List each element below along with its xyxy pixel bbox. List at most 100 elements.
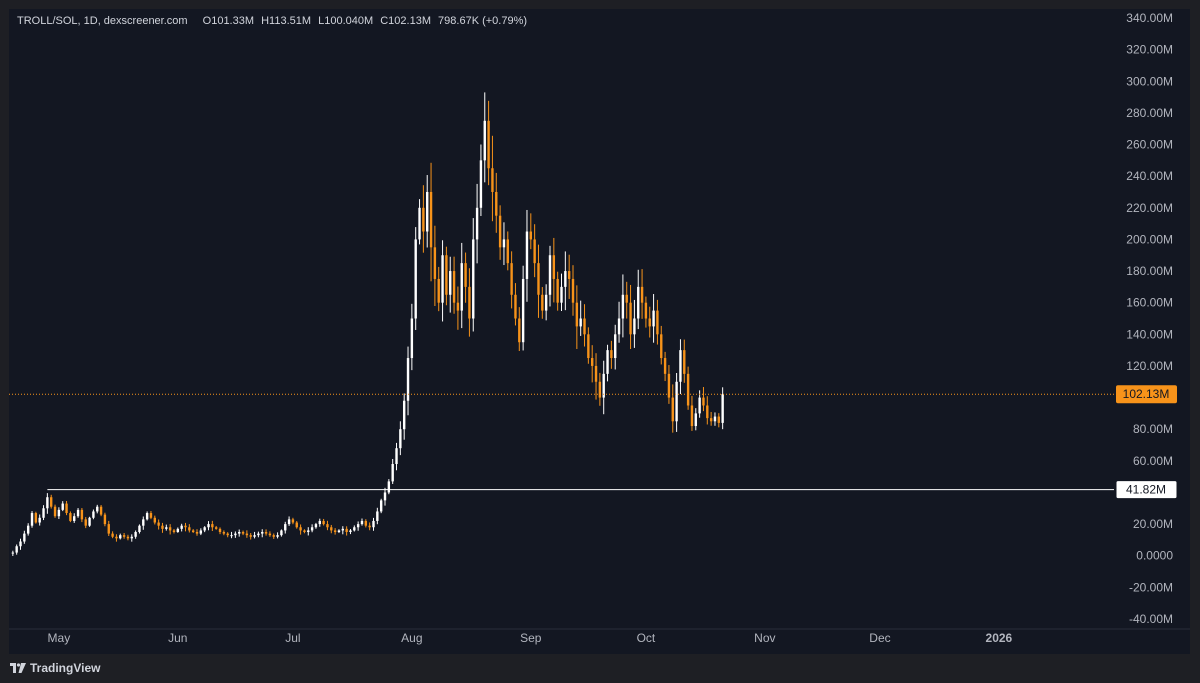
down-candle — [422, 185, 425, 253]
y-tick-label: 300.00M — [1126, 74, 1173, 88]
up-candle — [475, 183, 479, 264]
candle-body — [303, 530, 306, 533]
symbol-title: TROLL/SOL, 1D, dexscreener.com — [17, 15, 188, 27]
last-price-label: 102.13M — [1123, 387, 1170, 401]
candle-body — [387, 481, 391, 493]
up-candle — [61, 501, 64, 512]
candle-body — [472, 239, 475, 319]
down-candle — [168, 524, 172, 535]
down-candle — [533, 224, 536, 278]
candle-body — [633, 318, 636, 335]
down-candle — [468, 268, 471, 337]
up-candle — [614, 324, 617, 370]
candle-body — [399, 429, 402, 449]
up-candle — [460, 242, 463, 329]
y-tick-label: 160.00M — [1126, 296, 1173, 310]
candle-body — [437, 278, 440, 303]
down-candle — [364, 519, 368, 528]
x-tick-label: Sep — [520, 631, 542, 645]
up-candle — [203, 526, 206, 533]
up-candle — [441, 240, 444, 322]
down-candle — [571, 265, 575, 316]
up-candle — [19, 538, 22, 550]
up-candle — [414, 227, 417, 330]
candle-body — [621, 294, 625, 319]
down-candle — [107, 520, 110, 537]
down-candle — [34, 511, 38, 524]
chart-area[interactable]: 41.82M 102.13M 340.00M 320.00M 300.00M 280.0… — [9, 9, 1190, 654]
down-candle — [222, 530, 226, 536]
down-candle — [111, 531, 114, 539]
up-candle — [353, 525, 356, 532]
candle-body — [468, 286, 471, 319]
down-candle — [299, 524, 302, 535]
up-candle — [257, 531, 260, 538]
candle-body — [203, 527, 206, 531]
down-candle — [368, 522, 371, 531]
y-tick-label: 140.00M — [1126, 327, 1173, 341]
candle-body — [713, 416, 717, 422]
down-candle — [702, 387, 705, 412]
candle-body — [103, 514, 107, 525]
down-candle — [50, 494, 53, 509]
down-candle — [149, 510, 153, 520]
candle-body — [422, 207, 425, 232]
candle-body — [644, 302, 648, 319]
up-candle — [637, 269, 640, 330]
candle-body — [253, 535, 256, 537]
candle-body — [406, 358, 410, 401]
down-candle — [575, 285, 579, 350]
up-candle — [88, 516, 91, 527]
candle-body — [418, 207, 421, 240]
candle-body — [475, 207, 479, 240]
y-tick-label: 0.0000 — [1136, 549, 1173, 563]
down-candle — [84, 517, 87, 529]
down-candle — [567, 254, 571, 299]
candle-body — [107, 524, 110, 534]
candle-body — [226, 533, 229, 536]
candle-body — [552, 255, 556, 279]
down-candle — [345, 526, 348, 536]
down-candle — [333, 528, 337, 535]
candle-body — [19, 541, 22, 547]
up-candle — [560, 273, 563, 311]
up-candle — [165, 524, 168, 531]
candle-body — [441, 255, 444, 303]
candle-body — [541, 294, 544, 311]
candle-body — [249, 535, 252, 537]
candle-body — [694, 413, 697, 427]
candle-body — [529, 231, 533, 240]
up-candle — [602, 360, 605, 415]
up-candle — [479, 144, 483, 217]
candle-body — [525, 231, 529, 279]
candle-body — [698, 397, 701, 414]
candle-body — [337, 530, 341, 533]
up-candle — [606, 344, 609, 382]
down-candle — [103, 512, 107, 527]
candle-body — [42, 508, 45, 518]
candle-body — [349, 530, 352, 533]
candle-body — [360, 520, 364, 525]
up-candle — [38, 514, 41, 526]
up-candle — [372, 517, 375, 531]
up-candle — [42, 505, 45, 521]
up-candle — [564, 251, 567, 311]
candle-body — [614, 334, 617, 359]
candle-body — [717, 416, 721, 423]
up-candle — [449, 256, 452, 313]
candle-body — [606, 350, 609, 374]
up-candle — [199, 528, 203, 536]
up-candle — [426, 175, 429, 248]
branding-footer[interactable]: TradingView — [10, 659, 100, 677]
down-candle — [184, 522, 187, 532]
candle-body — [648, 318, 651, 327]
candle-body — [683, 350, 686, 374]
candle-body — [690, 405, 694, 427]
candle-body — [291, 519, 295, 523]
candle-body — [575, 302, 579, 327]
up-candle — [356, 521, 360, 531]
up-candle — [314, 522, 318, 529]
candle-body — [410, 318, 414, 359]
candle-body — [663, 358, 667, 374]
candlestick-chart[interactable]: 41.82M 102.13M 340.00M 320.00M 300.00M 280.0… — [9, 9, 1190, 654]
